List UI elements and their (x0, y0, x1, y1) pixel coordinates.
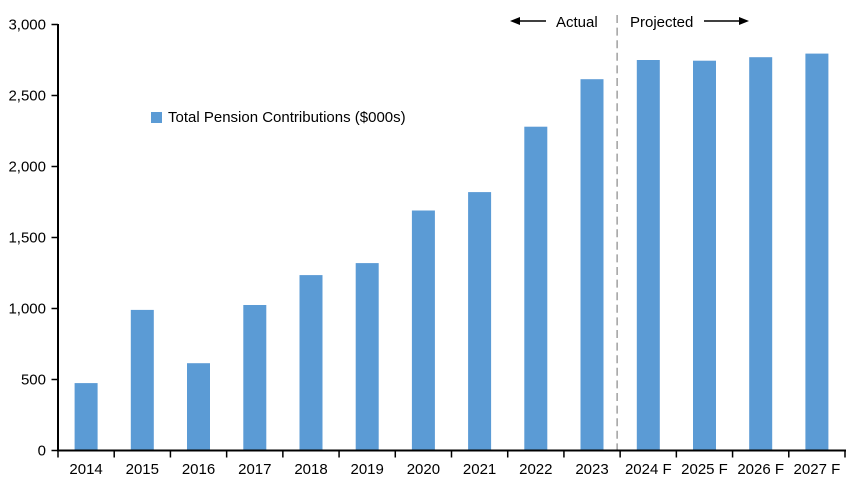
x-axis-label-2027-f: 2027 F (794, 461, 841, 478)
y-axis-label-0: 0 (38, 443, 46, 460)
bar-2022 (524, 126, 548, 451)
x-axis-label-2016: 2016 (182, 461, 215, 478)
bar-2026-f (749, 57, 773, 451)
legend: Total Pension Contributions ($000s) (151, 108, 406, 126)
bar-2014 (74, 383, 98, 451)
bar-2021 (468, 192, 492, 451)
y-axis-label-2-000: 2,000 (8, 159, 46, 176)
actual-annotation-label: Actual (556, 14, 598, 31)
left-arrow-icon (510, 17, 546, 25)
bar-2020 (411, 210, 435, 451)
y-axis-label-1-500: 1,500 (8, 230, 46, 247)
legend-swatch (151, 111, 162, 123)
x-axis-label-2018: 2018 (294, 461, 327, 478)
y-axis-label-2-500: 2,500 (8, 88, 46, 105)
bar-2015 (130, 309, 154, 451)
bar-2023 (580, 79, 604, 451)
x-axis-label-2026-f: 2026 F (737, 461, 784, 478)
x-axis-label-2019: 2019 (351, 461, 384, 478)
x-axis-label-2017: 2017 (238, 461, 271, 478)
y-axis-label-500: 500 (21, 372, 46, 389)
x-axis-label-2020: 2020 (407, 461, 440, 478)
y-axis-label-1-000: 1,000 (8, 301, 46, 318)
x-axis-label-2025-f: 2025 F (681, 461, 728, 478)
bar-2024-f (636, 60, 660, 451)
bar-2016 (187, 363, 210, 451)
bar-2025-f (693, 60, 716, 451)
x-axis-label-2023: 2023 (575, 461, 608, 478)
bar-2018 (299, 275, 323, 451)
right-arrow-icon (704, 17, 749, 25)
y-axis-label-3-000: 3,000 (8, 17, 46, 34)
legend-label: Total Pension Contributions ($000s) (168, 108, 406, 126)
x-axis-label-2015: 2015 (126, 461, 159, 478)
bar-2019 (355, 263, 379, 451)
x-axis-label-2022: 2022 (519, 461, 552, 478)
x-axis-label-2014: 2014 (69, 461, 102, 478)
projected-annotation-label: Projected (630, 14, 694, 31)
bar-2027-f (805, 53, 829, 451)
x-axis-label-2021: 2021 (463, 461, 496, 478)
bar-2017 (243, 305, 267, 451)
x-axis-label-2024-f: 2024 F (625, 461, 672, 478)
